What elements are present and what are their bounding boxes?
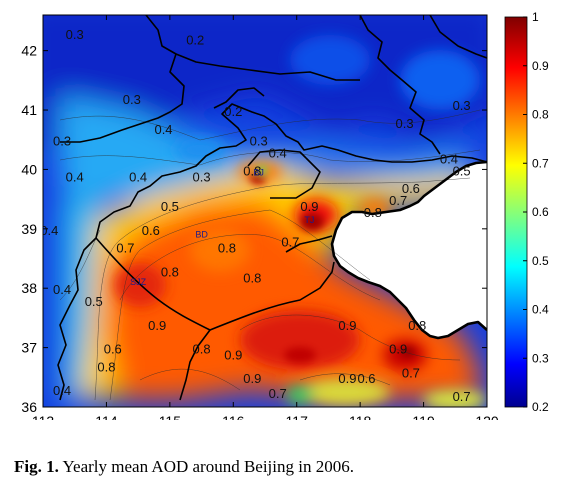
x-tick-label: 119: [412, 413, 435, 420]
contour-label: 0.8: [243, 270, 261, 285]
contour-label: 0.2: [186, 33, 204, 48]
contour-label: 0.7: [402, 365, 420, 380]
contour-label: 0.9: [148, 318, 166, 333]
city-label: TJ: [304, 215, 314, 225]
contour-label: 0.3: [66, 27, 84, 42]
colorbar-tick-label: 0.2: [532, 400, 549, 414]
contour-label: 0.7: [389, 193, 407, 208]
colorbar-tick-label: 0.8: [532, 108, 549, 122]
contour-label: 0.4: [53, 383, 71, 398]
contour-labels: 0.3 0.20.30.20.30.30.40.3 0.30.40.4 0.30.4 0…: [40, 27, 471, 404]
x-axis: 113 114 115 116 117 118 119 120: [32, 15, 499, 420]
x-tick-label: 116: [222, 413, 245, 420]
contour-label: 0.6: [104, 342, 122, 357]
colorbar-tick-label: 0.3: [532, 351, 549, 365]
map-frame: [42, 14, 488, 408]
contour-label: 0.5: [161, 199, 179, 214]
contour-label: 0.6: [402, 181, 420, 196]
city-label: SJZ: [130, 277, 147, 287]
y-tick-label: 40: [21, 161, 37, 177]
y-tick-label: 39: [21, 221, 37, 237]
contour-label: 0.8: [218, 241, 236, 256]
contour-label: 0.7: [269, 386, 287, 401]
bohai-sea: [332, 162, 487, 338]
contour-label: 0.3: [53, 134, 71, 149]
y-tick-label: 37: [21, 340, 37, 356]
contour-label: 0.3: [250, 134, 268, 149]
contour-label: 0.6: [142, 223, 160, 238]
contour-label: 0.5: [85, 294, 103, 309]
colorbar-ticks: 0.2 0.3 0.4 0.5 0.6 0.7 0.8 0.9 1: [523, 10, 549, 414]
contour-label: 0.8: [161, 264, 179, 279]
contour-label: 0.9: [389, 342, 407, 357]
contour-label: 0.3: [193, 169, 211, 184]
x-tick-label: 118: [349, 413, 372, 420]
contour-label: 0.2: [224, 104, 242, 119]
y-axis: 36 37 38 39 40 41 42: [21, 43, 487, 415]
contour-label: 0.4: [440, 151, 458, 166]
x-tick-label: 120: [475, 413, 499, 420]
colorbar-tick-label: 0.5: [532, 254, 549, 268]
contour-label: 0.4: [154, 122, 172, 137]
contour-label: 0.3: [396, 116, 414, 131]
contour-label: 0.8: [97, 359, 115, 374]
colorbar: 0.2 0.3 0.4 0.5 0.6 0.7 0.8 0.9 1: [504, 10, 549, 414]
contour-label: 0.4: [53, 282, 71, 297]
figure-caption: Fig. 1. Yearly mean AOD around Beijing i…: [14, 457, 574, 477]
aod-field: [43, 15, 487, 407]
colorbar-tick-label: 0.6: [532, 205, 549, 219]
contour-label: 0.9: [338, 318, 356, 333]
x-tick-label: 115: [159, 413, 182, 420]
contour-label: 0.4: [66, 169, 84, 184]
y-tick-label: 36: [21, 399, 37, 415]
contour-label: 0.7: [116, 241, 134, 256]
figure-caption-text: Yearly mean AOD around Beijing in 2006.: [62, 457, 354, 476]
x-tick-label: 117: [286, 413, 309, 420]
contour-label: 0.7: [453, 389, 471, 404]
contour-label: 0.3: [123, 92, 141, 107]
y-tick-label: 38: [21, 280, 37, 296]
figure-number: Fig. 1.: [14, 457, 59, 476]
coastline: [330, 160, 487, 340]
y-tick-label: 42: [21, 43, 37, 59]
contour-label: 0.3: [453, 98, 471, 113]
colorbar-tick-label: 1: [532, 10, 539, 24]
city-label: BD: [195, 230, 208, 240]
contour-label: 0.4: [269, 146, 287, 161]
contour-label: 0.4: [129, 169, 147, 184]
contour-label: 0.8: [408, 318, 426, 333]
colorbar-tick-label: 0.4: [532, 303, 549, 317]
contour-label: 0.8: [243, 163, 261, 178]
contour-label: 0.4: [40, 223, 58, 238]
contour-label: 0.9: [338, 371, 356, 386]
contour-label: 0.9: [300, 199, 318, 214]
contour-label: 0.6: [357, 371, 375, 386]
x-tick-label: 113: [32, 413, 55, 420]
contour-label: 0.9: [224, 347, 242, 362]
aod-figure: 0.3 0.20.30.20.30.30.40.3 0.30.40.4 0.30.4 0…: [21, 10, 549, 420]
province-borders: [57, 15, 487, 401]
contour-label: 0.8: [193, 342, 211, 357]
contour-label: 0.7: [281, 235, 299, 250]
colorbar-tick-label: 0.7: [532, 156, 549, 170]
city-markers: BJ TJ BD SJZ: [130, 167, 314, 287]
city-label: BJ: [253, 167, 264, 177]
y-tick-label: 41: [21, 102, 37, 118]
contour-label: 0.9: [243, 371, 261, 386]
colorbar-tick-label: 0.9: [532, 59, 549, 73]
contour-label: 0.5: [453, 163, 471, 178]
x-tick-label: 114: [95, 413, 118, 420]
contour-label: 0.8: [364, 205, 382, 220]
